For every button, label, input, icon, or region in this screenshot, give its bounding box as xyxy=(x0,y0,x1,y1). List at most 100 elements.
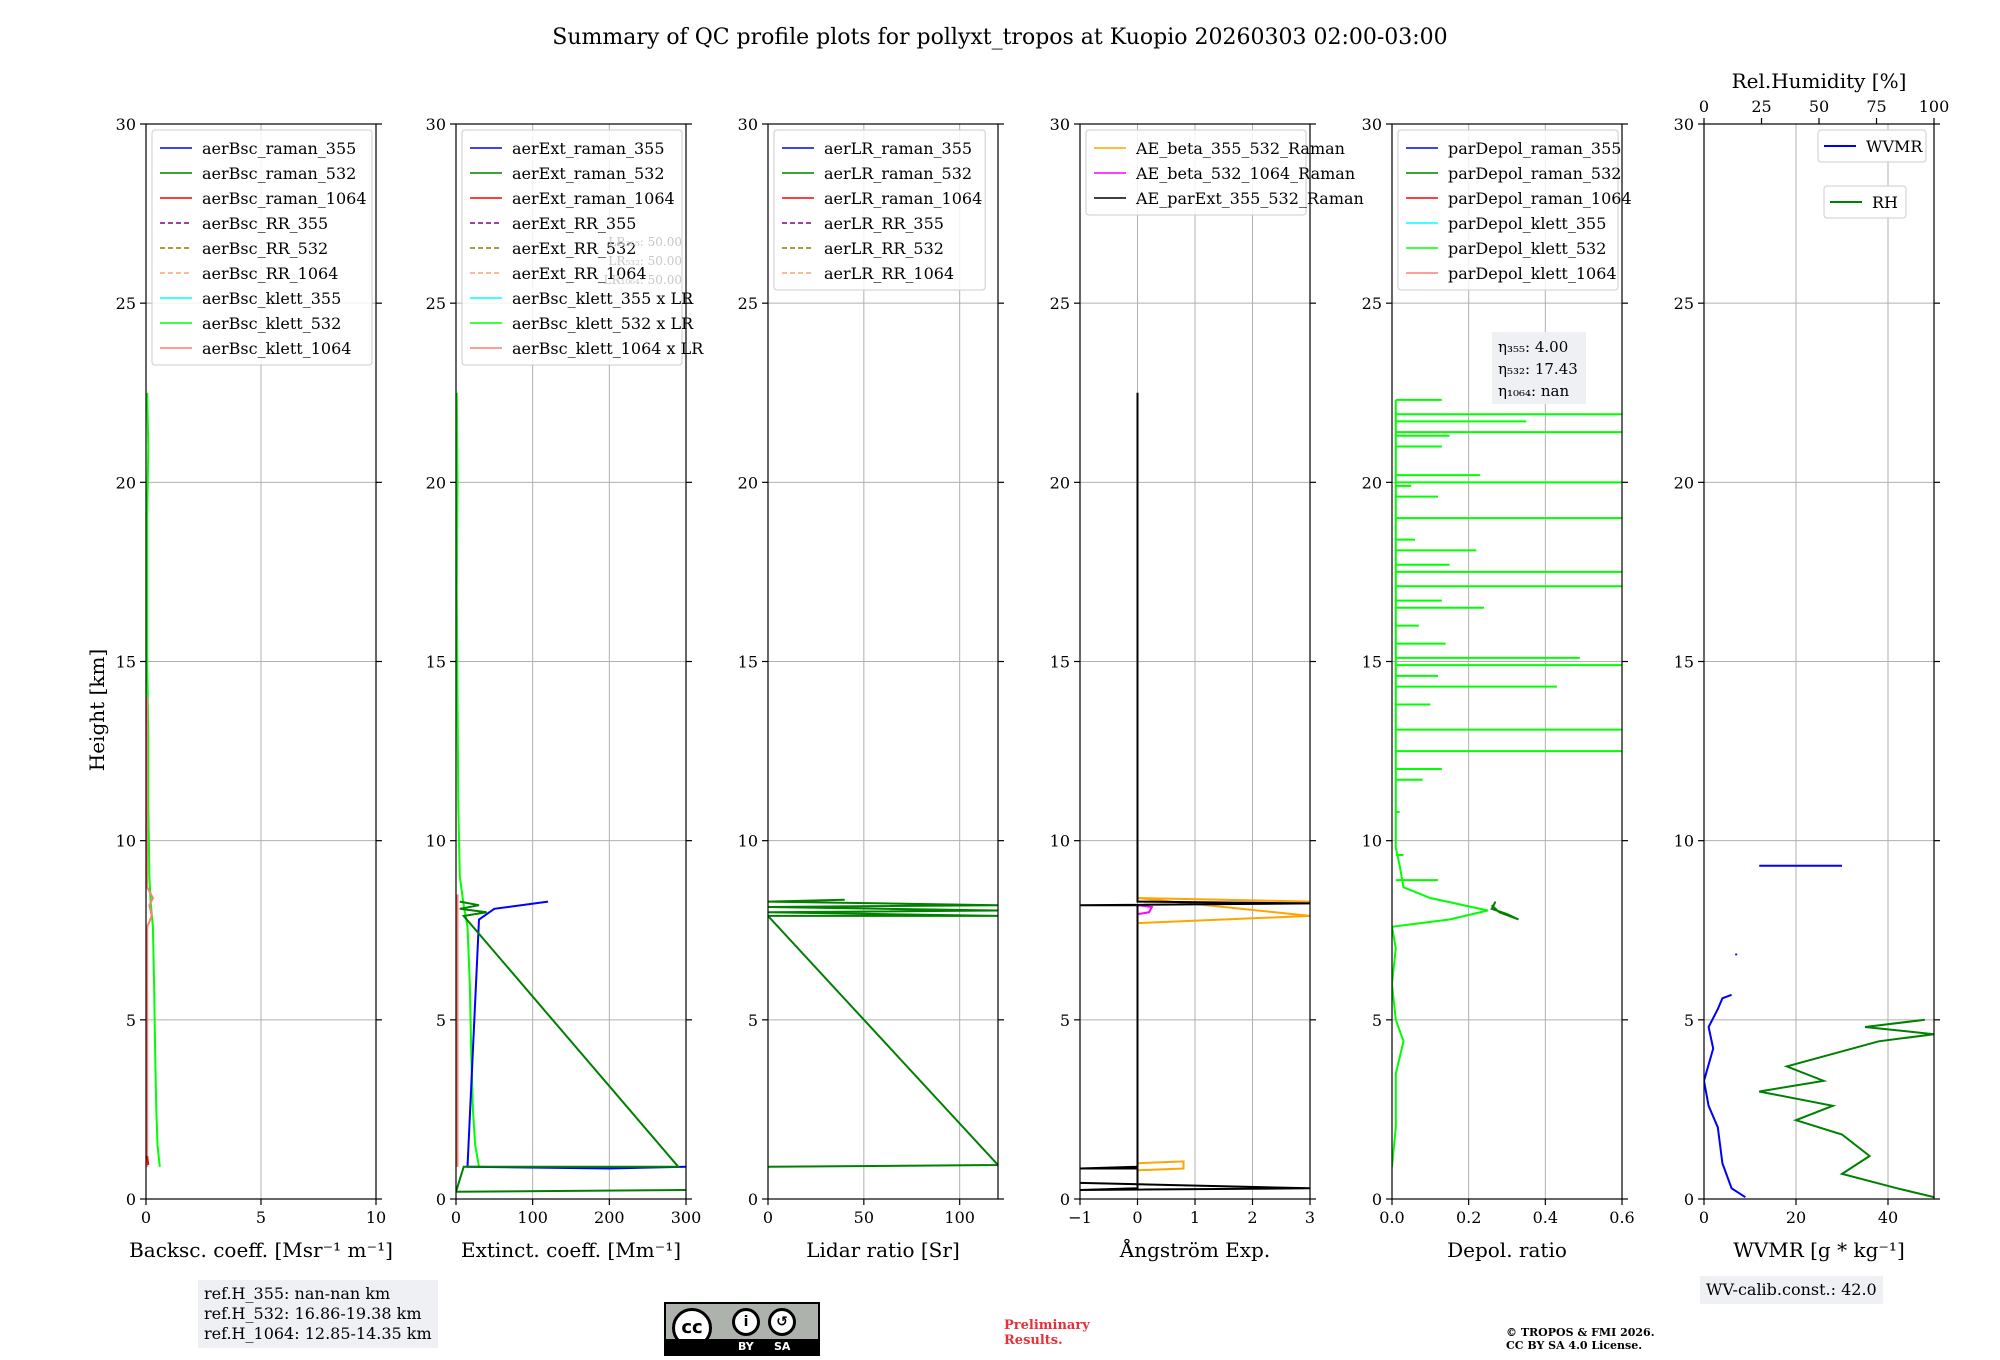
series-line-AE_beta_355_532_Raman xyxy=(1136,897,1310,1182)
x-tick-label: 2 xyxy=(1247,1208,1257,1227)
series-group xyxy=(456,392,686,1193)
y-tick-label: 30 xyxy=(738,115,758,134)
y-tick-label: 15 xyxy=(738,653,758,672)
panel-6: 0 5 10 15 20 25 30 0 20 40 WVMR [g * kg⁻¹] 0 25 50 75 1… xyxy=(1674,69,1950,1262)
series-group xyxy=(768,898,998,1168)
y-tick-label: 30 xyxy=(1050,115,1070,134)
x-tick-label: 0 xyxy=(763,1208,773,1227)
y-tick-label: 10 xyxy=(1362,832,1382,851)
y-axis-label: Height [km] xyxy=(85,649,109,771)
y-tick-label: 0 xyxy=(436,1190,446,1209)
y-tick-label: 10 xyxy=(116,832,136,851)
series-line-WVMR xyxy=(1704,993,1746,1199)
x-tick-label: 10 xyxy=(366,1208,386,1227)
x-tick-label: −1 xyxy=(1068,1208,1092,1227)
top-x-tick-label: 50 xyxy=(1809,97,1829,116)
figure-title: Summary of QC profile plots for pollyxt_… xyxy=(552,25,1447,50)
legend-label: aerLR_raman_1064 xyxy=(824,189,982,208)
x-tick-label: 3 xyxy=(1305,1208,1315,1227)
y-tick-label: 30 xyxy=(1674,115,1694,134)
legend-label: aerBsc_klett_355 xyxy=(202,289,341,308)
y-tick-label: 5 xyxy=(126,1011,136,1030)
y-tick-label: 25 xyxy=(1362,294,1382,313)
x-axis-label: Ångström Exp. xyxy=(1119,1237,1270,1262)
y-tick-label: 20 xyxy=(426,473,446,492)
x-axis-label: Lidar ratio [Sr] xyxy=(806,1238,960,1262)
series-line-parDepol_klett_532 xyxy=(1392,399,1489,1167)
y-tick-label: 0 xyxy=(748,1190,758,1209)
series-group xyxy=(1080,392,1310,1191)
legend-label: aerExt_raman_532 xyxy=(512,164,665,183)
legend-label: aerLR_raman_355 xyxy=(824,139,972,158)
x-tick-label: 0.2 xyxy=(1456,1208,1481,1227)
panel-5: 0 5 10 15 20 25 30 0.0 0.2 0.4 0.6 Depol. ratio parD… xyxy=(1362,115,1635,1262)
series-line-parDepol_raman_532 xyxy=(1490,901,1519,921)
attribution-icon: i xyxy=(732,1308,760,1336)
x-tick-label: 50 xyxy=(854,1208,874,1227)
y-tick-label: 25 xyxy=(116,294,136,313)
cc-sa-label: SA xyxy=(774,1340,791,1353)
legend-label: parDepol_klett_532 xyxy=(1448,239,1606,258)
legend-label: aerLR_RR_532 xyxy=(824,239,944,258)
legend-label: aerBsc_RR_532 xyxy=(202,239,328,258)
preliminary-line2: Results. xyxy=(1004,1333,1063,1348)
y-tick-label: 30 xyxy=(1362,115,1382,134)
wv-calibration-box: WV-calib.const.: 42.0 xyxy=(1700,1276,1883,1304)
cc-by-label: BY xyxy=(738,1340,754,1353)
legend-label: aerExt_raman_355 xyxy=(512,139,665,158)
eta-annotation: η₅₃₂: 17.43 xyxy=(1498,360,1578,378)
lr-annotation: LR₃₅₅: 50.00 xyxy=(608,235,682,249)
eta-annotation: η₁₀₆₄: nan xyxy=(1498,382,1569,400)
series-line-aerExt_raman_532 xyxy=(456,900,686,1193)
y-tick-label: 10 xyxy=(426,832,446,851)
cc-by-sa-license-badge: cc i ↺ BY SA xyxy=(664,1302,820,1356)
legend-label: aerBsc_raman_355 xyxy=(202,139,356,158)
legend-label: AE_beta_532_1064_Raman xyxy=(1135,164,1355,183)
legend-label: aerBsc_RR_355 xyxy=(202,214,328,233)
y-tick-label: 25 xyxy=(426,294,446,313)
top-x-axis-label: Rel.Humidity [%] xyxy=(1732,69,1907,93)
legend-box xyxy=(1823,185,1907,219)
series-line-aerBsc_klett_532 xyxy=(146,392,161,1167)
series-line-aerExt_raman_355 xyxy=(466,900,686,1170)
series-line-aerBsc_raman_1064 xyxy=(146,1155,150,1166)
legend-label: aerBsc_klett_532 x LR xyxy=(512,314,694,333)
legend-label: aerExt_RR_532 xyxy=(512,239,636,258)
legend-box xyxy=(1085,129,1307,216)
y-tick-label: 5 xyxy=(436,1011,446,1030)
y-tick-label: 0 xyxy=(1684,1190,1694,1209)
x-tick-label: 200 xyxy=(594,1208,625,1227)
y-tick-label: 0 xyxy=(126,1190,136,1209)
legend-box xyxy=(461,129,683,366)
lr-annotation: LR₁₀₆₄: 50.00 xyxy=(604,273,682,287)
eta-box xyxy=(1492,332,1586,404)
legend-label: aerExt_raman_1064 xyxy=(512,189,675,208)
x-tick-label: 100 xyxy=(944,1208,975,1227)
legend-label: parDepol_klett_355 xyxy=(1448,214,1606,233)
legend-label: RH xyxy=(1872,193,1898,212)
top-x-tick-label: 0 xyxy=(1699,97,1709,116)
copyright-line2: CC BY SA 4.0 License. xyxy=(1506,1339,1643,1352)
x-tick-label: 0 xyxy=(1132,1208,1142,1227)
y-tick-label: 0 xyxy=(1060,1190,1070,1209)
legend-label: AE_beta_355_532_Raman xyxy=(1135,139,1345,158)
x-axis-label: Depol. ratio xyxy=(1447,1238,1567,1262)
x-axis-label: Extinct. coeff. [Mm⁻¹] xyxy=(461,1238,681,1262)
panel-3: 0 5 10 15 20 25 30 0 50 100 Lidar ratio [Sr] aerLR_… xyxy=(738,115,1004,1262)
y-tick-label: 30 xyxy=(426,115,446,134)
y-tick-label: 15 xyxy=(1050,653,1070,672)
share-alike-icon: ↺ xyxy=(768,1308,796,1336)
y-tick-label: 25 xyxy=(1674,294,1694,313)
x-tick-label: 300 xyxy=(671,1208,702,1227)
y-tick-label: 25 xyxy=(738,294,758,313)
y-tick-label: 20 xyxy=(1050,473,1070,492)
legend-label: parDepol_klett_1064 xyxy=(1448,264,1617,283)
eta-annotation: η₃₅₅: 4.00 xyxy=(1498,338,1568,356)
y-tick-label: 0 xyxy=(1372,1190,1382,1209)
y-tick-label: 20 xyxy=(116,473,136,492)
x-tick-label: 0.0 xyxy=(1379,1208,1404,1227)
legend-label: AE_parExt_355_532_Raman xyxy=(1135,189,1364,208)
y-tick-label: 15 xyxy=(1674,653,1694,672)
